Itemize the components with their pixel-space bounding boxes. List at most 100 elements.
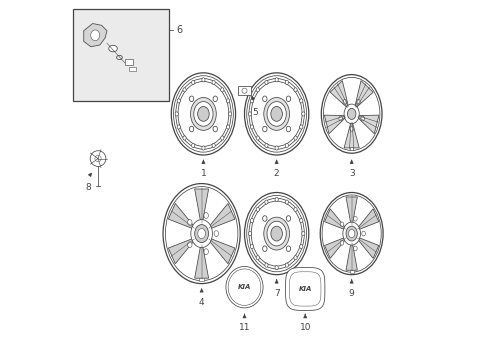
Bar (199, 278, 203, 281)
Text: 10: 10 (299, 323, 310, 332)
Ellipse shape (343, 99, 346, 104)
Polygon shape (194, 189, 208, 222)
Ellipse shape (266, 102, 285, 126)
Text: 7: 7 (273, 289, 279, 298)
Ellipse shape (212, 80, 215, 85)
Polygon shape (346, 243, 357, 270)
Polygon shape (346, 197, 357, 225)
Ellipse shape (274, 197, 278, 202)
Ellipse shape (190, 220, 212, 248)
Ellipse shape (225, 266, 263, 308)
Ellipse shape (203, 249, 208, 255)
Polygon shape (329, 81, 348, 108)
Ellipse shape (353, 216, 356, 221)
Ellipse shape (177, 99, 180, 103)
Polygon shape (285, 267, 324, 310)
Ellipse shape (191, 80, 194, 85)
Ellipse shape (248, 231, 251, 236)
Ellipse shape (293, 88, 297, 92)
Polygon shape (324, 209, 346, 230)
Ellipse shape (270, 107, 282, 121)
Ellipse shape (228, 112, 231, 116)
Ellipse shape (264, 143, 267, 148)
Polygon shape (208, 203, 234, 229)
Ellipse shape (285, 80, 288, 85)
Ellipse shape (213, 96, 217, 102)
Ellipse shape (270, 226, 282, 241)
Text: 4: 4 (199, 298, 204, 307)
Ellipse shape (202, 146, 204, 150)
Ellipse shape (191, 143, 194, 148)
Polygon shape (83, 23, 107, 47)
Ellipse shape (320, 193, 382, 275)
Ellipse shape (190, 98, 216, 130)
Ellipse shape (183, 136, 186, 140)
Text: 6: 6 (176, 25, 182, 35)
Ellipse shape (285, 96, 290, 102)
Ellipse shape (353, 246, 356, 251)
Ellipse shape (262, 246, 266, 252)
Ellipse shape (266, 221, 285, 246)
Bar (129, 67, 136, 71)
Ellipse shape (256, 88, 259, 92)
Ellipse shape (183, 88, 186, 92)
Ellipse shape (285, 143, 288, 148)
Bar (73, 9, 169, 102)
Ellipse shape (285, 216, 290, 221)
Text: 2: 2 (273, 169, 279, 178)
Polygon shape (324, 115, 345, 134)
Text: 11: 11 (238, 323, 250, 332)
Ellipse shape (262, 126, 266, 132)
Ellipse shape (220, 136, 224, 140)
Ellipse shape (299, 244, 302, 249)
Polygon shape (194, 244, 208, 278)
Ellipse shape (346, 108, 355, 120)
Ellipse shape (264, 263, 267, 267)
Bar (349, 270, 353, 273)
Ellipse shape (263, 217, 289, 250)
Ellipse shape (202, 78, 204, 82)
Ellipse shape (293, 207, 297, 212)
Ellipse shape (346, 226, 357, 241)
Ellipse shape (256, 207, 259, 212)
Ellipse shape (360, 116, 364, 121)
Ellipse shape (197, 229, 205, 239)
Polygon shape (208, 238, 234, 264)
Ellipse shape (175, 112, 178, 116)
Ellipse shape (338, 116, 342, 121)
Polygon shape (357, 209, 378, 230)
Ellipse shape (263, 98, 289, 130)
Text: 3: 3 (348, 169, 354, 178)
Ellipse shape (214, 231, 218, 237)
Ellipse shape (301, 231, 305, 236)
Ellipse shape (285, 263, 288, 267)
Text: KIA: KIA (237, 284, 251, 290)
Ellipse shape (264, 200, 267, 204)
Polygon shape (357, 115, 378, 134)
Ellipse shape (348, 229, 354, 238)
Polygon shape (324, 237, 346, 258)
Ellipse shape (262, 216, 266, 221)
Ellipse shape (108, 45, 117, 52)
Text: KIA: KIA (298, 286, 311, 292)
Ellipse shape (321, 75, 381, 153)
Polygon shape (168, 238, 194, 264)
Bar (238, 86, 250, 95)
Polygon shape (357, 237, 378, 258)
Polygon shape (344, 122, 359, 148)
Ellipse shape (220, 88, 224, 92)
Ellipse shape (197, 107, 209, 121)
Ellipse shape (361, 231, 365, 236)
Ellipse shape (187, 220, 192, 225)
Polygon shape (354, 81, 372, 108)
Ellipse shape (193, 102, 213, 126)
Ellipse shape (349, 126, 353, 131)
Ellipse shape (194, 225, 208, 243)
Text: 8: 8 (85, 183, 91, 192)
Text: 9: 9 (348, 289, 354, 298)
Ellipse shape (274, 266, 278, 270)
Ellipse shape (248, 112, 251, 116)
Ellipse shape (226, 125, 229, 129)
Ellipse shape (212, 143, 215, 148)
Ellipse shape (189, 96, 193, 102)
